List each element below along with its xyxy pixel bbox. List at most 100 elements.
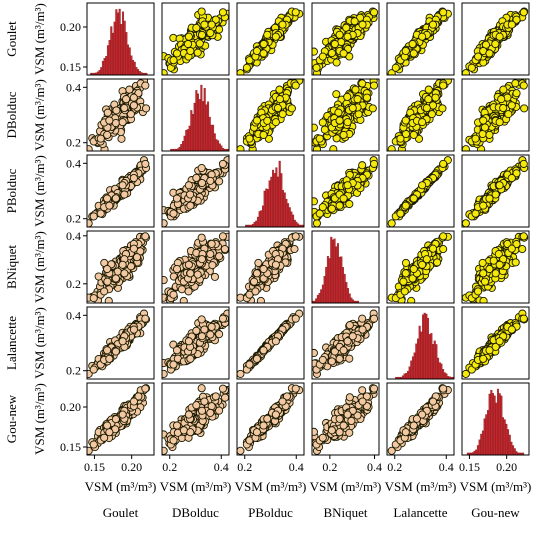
- panel-content: [312, 79, 379, 151]
- scatter-point: [251, 287, 260, 296]
- scatter-point: [118, 260, 127, 269]
- histogram-bar: [335, 246, 338, 303]
- scatter-point: [408, 274, 417, 283]
- histogram-bar: [217, 140, 220, 151]
- histogram-bar: [315, 298, 318, 303]
- panel-Lalancette-DBolduc: [161, 306, 230, 380]
- scatter-point: [422, 104, 431, 113]
- histogram-bar: [275, 167, 278, 227]
- histogram-bar: [326, 255, 329, 303]
- scatter-point: [401, 116, 410, 125]
- scatter-point: [424, 85, 433, 94]
- scatter-point: [512, 15, 521, 24]
- panel-PBolduc-Gou-new: [461, 154, 530, 228]
- histogram-bar: [345, 282, 348, 303]
- panel-content: [87, 232, 151, 303]
- scatter-point: [179, 296, 188, 303]
- scatter-point: [499, 85, 508, 94]
- panel-frame: [461, 154, 530, 228]
- scatter-point: [485, 130, 494, 139]
- scatter-point: [120, 190, 129, 199]
- scatter-point: [184, 287, 193, 296]
- scatter-point: [369, 8, 379, 17]
- histogram-bar: [302, 224, 304, 227]
- histogram-bar: [120, 24, 123, 75]
- scatter-point: [193, 48, 202, 57]
- scatter-point: [439, 8, 448, 17]
- scatter-point: [200, 20, 209, 29]
- scatter-point: [431, 93, 440, 102]
- panel-Goulet-DBolduc: [161, 2, 230, 76]
- scatter-point: [141, 159, 150, 168]
- scatter-point: [242, 63, 251, 72]
- histogram-bar: [183, 135, 186, 151]
- histogram-bar: [198, 99, 201, 151]
- scatter-point: [495, 32, 504, 41]
- histogram-bar: [98, 69, 101, 75]
- scatter-point: [103, 130, 112, 139]
- histogram-bar: [117, 12, 119, 75]
- histogram-bar: [258, 211, 261, 227]
- panel-frame: [236, 154, 305, 228]
- scatter-point: [409, 264, 418, 274]
- scatter-point: [197, 7, 206, 16]
- scatter-point: [263, 30, 272, 39]
- panel-Goulet-Lalancette: [386, 2, 455, 76]
- scatter-point: [254, 258, 263, 267]
- histogram-bar: [331, 239, 334, 303]
- scatter-point: [511, 258, 520, 267]
- panel-frame: [311, 2, 380, 76]
- scatter-point: [105, 201, 114, 210]
- panel-Goulet-Gou-new: [461, 2, 530, 76]
- histogram-bar: [357, 300, 360, 303]
- scatter-point: [401, 269, 410, 278]
- histogram-bar: [178, 146, 181, 151]
- scatter-point: [439, 245, 448, 254]
- panel-frame: [86, 154, 155, 228]
- scatter-point: [327, 49, 336, 58]
- histogram-bar: [266, 189, 269, 227]
- scatter-point: [511, 79, 520, 88]
- scatter-point: [259, 49, 268, 58]
- scatter-point: [497, 95, 506, 104]
- scatter-point: [495, 260, 504, 269]
- scatter-point: [312, 47, 318, 56]
- scatter-point: [263, 116, 272, 125]
- scatter-point: [343, 118, 352, 127]
- panel-PBolduc-BNiquet: [311, 154, 380, 228]
- scatter-point: [491, 39, 500, 49]
- panel-content: [162, 156, 229, 227]
- scatter-point: [271, 260, 280, 269]
- scatter-point: [89, 294, 98, 303]
- histogram-bar: [118, 8, 121, 75]
- scatter-point: [320, 125, 329, 134]
- scatter-point: [334, 108, 343, 117]
- scatter-point: [512, 89, 521, 98]
- histogram-bar: [338, 256, 341, 303]
- scatter-point: [409, 49, 418, 58]
- histogram-bar: [190, 110, 193, 151]
- scatter-point: [218, 159, 227, 168]
- scatter-point: [141, 81, 150, 90]
- scatter-point: [507, 20, 516, 29]
- scatter-point: [512, 169, 521, 178]
- panel-frame: [236, 2, 305, 76]
- scatter-point: [103, 194, 112, 203]
- panel-DBolduc-DBolduc: [161, 78, 230, 152]
- scatter-point: [362, 93, 372, 102]
- scatter-point: [499, 104, 508, 113]
- panel-DBolduc-Lalancette: [386, 78, 455, 152]
- panel-frame: [161, 78, 230, 152]
- scatter-point: [192, 173, 201, 182]
- histogram-bar: [202, 101, 205, 151]
- scatter-point: [103, 346, 112, 355]
- scatter-point: [186, 190, 195, 199]
- scatter-point: [184, 32, 193, 41]
- scatter-point: [89, 365, 98, 374]
- scatter-point: [312, 219, 321, 227]
- histogram-bar: [115, 9, 118, 75]
- scatter-point: [252, 116, 261, 125]
- scatter-point: [485, 264, 494, 274]
- scatter-point: [428, 244, 438, 253]
- scatter-point: [132, 253, 142, 262]
